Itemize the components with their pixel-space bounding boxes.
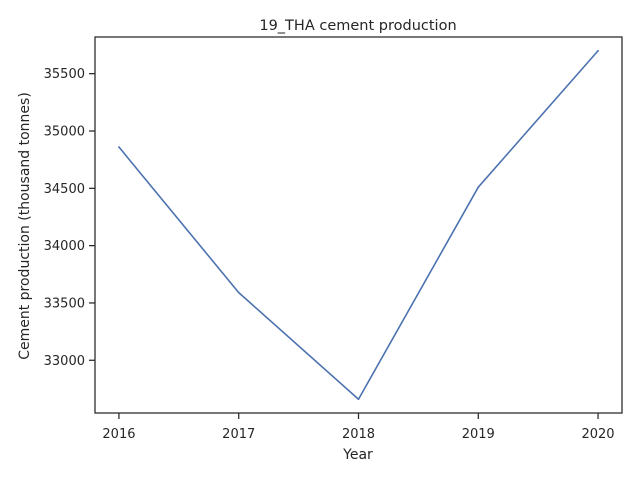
y-tick-label: 34500: [44, 182, 85, 197]
series-layer: [118, 49, 599, 401]
x-tick-label: 2020: [581, 427, 614, 442]
data-point: [118, 146, 120, 148]
data-point: [597, 49, 599, 52]
x-tick-label: 2016: [102, 427, 135, 442]
data-point: [477, 186, 480, 188]
x-tick-label: 2019: [462, 427, 495, 442]
y-tick-label: 34000: [44, 239, 85, 254]
y-axis-ticks: 33000 33500 34000 34500 35000 35500: [44, 67, 95, 369]
series-line: [118, 49, 599, 401]
chart-title: 19_THA cement production: [259, 18, 456, 34]
y-tick-label: 35500: [44, 67, 85, 82]
data-point: [237, 291, 240, 294]
y-axis-label: Cement production (thousand tonnes): [17, 92, 33, 360]
y-tick-label: 33500: [44, 296, 85, 311]
y-tick-label: 35000: [44, 125, 85, 140]
data-point: [357, 398, 360, 401]
x-axis-ticks: 2016 2017 2018 2019 2020: [102, 413, 615, 442]
y-tick-label: 33000: [44, 354, 85, 369]
plot-area-frame: [94, 36, 623, 414]
x-tick-label: 2017: [222, 427, 255, 442]
x-tick-label: 2018: [342, 427, 375, 442]
x-axis-label: Year: [342, 447, 373, 463]
